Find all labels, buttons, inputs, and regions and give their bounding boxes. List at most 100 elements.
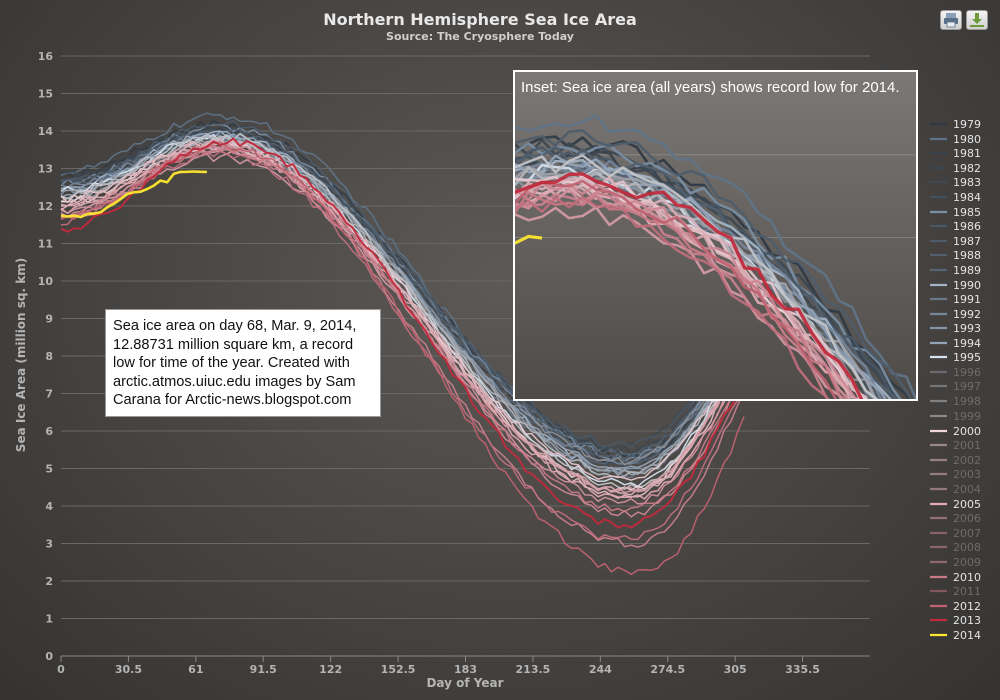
download-icon	[970, 13, 984, 27]
annotation-line: 12.88731 million square km, a record	[113, 336, 354, 353]
legend-label-1996: 1996	[953, 366, 981, 379]
chart-series	[60, 112, 745, 576]
series-line-2001	[60, 138, 745, 481]
legend-label-1986: 1986	[953, 220, 981, 233]
chart-title: Northern Hemisphere Sea Ice Area	[323, 10, 636, 29]
inset-chart	[515, 114, 916, 399]
legend-label-2014: 2014	[953, 629, 981, 642]
y-tick-label: 8	[45, 350, 53, 363]
legend-label-1988: 1988	[953, 249, 981, 262]
legend-label-2002: 2002	[953, 454, 981, 467]
legend-label-1983: 1983	[953, 176, 981, 189]
y-tick-label: 3	[45, 538, 53, 551]
y-tick-label: 0	[45, 650, 53, 663]
legend-label-1995: 1995	[953, 351, 981, 364]
series-line-2013	[60, 137, 745, 529]
inset-series-line-1982	[515, 138, 899, 399]
inset-series-line-2003	[515, 176, 863, 399]
legend-label-2005: 2005	[953, 498, 981, 511]
legend-label-2013: 2013	[953, 614, 981, 627]
inset-series-line-1999	[515, 154, 879, 399]
y-tick-label: 12	[38, 200, 53, 213]
y-tick-label: 9	[45, 313, 53, 326]
legend-label-2004: 2004	[953, 483, 981, 496]
series-line-1988	[60, 128, 745, 462]
legend-label-2010: 2010	[953, 571, 981, 584]
legend-label-1992: 1992	[953, 308, 981, 321]
printer-icon	[944, 13, 958, 28]
y-tick-label: 15	[38, 88, 53, 101]
y-tick-label: 11	[38, 238, 53, 251]
x-tick-label: 61	[188, 663, 203, 676]
inset-panel: Inset: Sea ice area (all years) shows re…	[513, 70, 918, 401]
legend-label-2007: 2007	[953, 527, 981, 540]
y-tick-label: 5	[45, 463, 53, 476]
x-tick-label: 305	[724, 663, 747, 676]
y-tick-label: 7	[45, 388, 53, 401]
x-tick-label: 183	[454, 663, 477, 676]
legend-label-1991: 1991	[953, 293, 981, 306]
series-line-1999	[60, 132, 745, 490]
y-tick-label: 13	[38, 163, 53, 176]
legend-label-1994: 1994	[953, 337, 981, 350]
x-tick-label: 30.5	[115, 663, 142, 676]
legend-label-1985: 1985	[953, 206, 981, 219]
legend-label-1998: 1998	[953, 395, 981, 408]
download-button[interactable]	[966, 10, 988, 30]
annotation-line: arctic.atmos.uiuc.edu images by Sam	[113, 373, 356, 390]
x-tick-label: 213.5	[516, 663, 551, 676]
y-tick-label: 1	[45, 613, 53, 626]
y-tick-label: 16	[38, 50, 54, 63]
legend-label-2011: 2011	[953, 585, 981, 598]
inset-series-line-2012	[515, 179, 838, 399]
inset-series-line-2011	[515, 195, 830, 399]
legend-label-1984: 1984	[953, 191, 981, 204]
legend-label-2009: 2009	[953, 556, 981, 569]
legend-label-2008: 2008	[953, 541, 981, 554]
legend-label-1997: 1997	[953, 380, 981, 393]
annotation-box: Sea ice area on day 68, Mar. 9, 2014, 12…	[105, 309, 381, 417]
legend-label-1982: 1982	[953, 162, 981, 175]
legend-label-1987: 1987	[953, 235, 981, 248]
inset-series-line-2013	[515, 172, 864, 399]
legend-label-1993: 1993	[953, 322, 981, 335]
series-line-1997	[60, 136, 745, 477]
inset-series-line-1987	[515, 129, 913, 399]
print-button[interactable]	[940, 10, 962, 30]
legend-label-2012: 2012	[953, 600, 981, 613]
annotation-line: low for time of the year. Created with	[113, 355, 350, 372]
legend-label-1990: 1990	[953, 279, 981, 292]
x-tick-labels: 0 30.5 61 91.5 122 152.5 183 213.5 244 274.5 305 33…	[57, 663, 820, 676]
inset-series-line-2007	[515, 191, 830, 399]
legend-label-1999: 1999	[953, 410, 981, 423]
legend-label-2006: 2006	[953, 512, 981, 525]
x-axis-label: Day of Year	[426, 676, 503, 690]
y-tick-label: 4	[45, 500, 53, 513]
series-line-2003	[60, 138, 745, 496]
inset-title: Inset: Sea ice area (all years) shows re…	[521, 79, 900, 96]
series-line-2011	[60, 150, 745, 541]
y-tick-label: 2	[45, 575, 53, 588]
x-tick-label: 122	[319, 663, 342, 676]
series-line-2014	[60, 170, 207, 219]
x-tick-label: 244	[589, 663, 612, 676]
x-tick-label: 152.5	[381, 663, 416, 676]
y-tick-label: 14	[38, 125, 54, 138]
y-axis-label: Sea Ice Area (million sq. km)	[14, 258, 28, 452]
inset-series-line-1980	[515, 114, 916, 399]
inset-series-line-1979	[515, 135, 911, 399]
legend-label-1989: 1989	[953, 264, 981, 277]
legend-label-2000: 2000	[953, 425, 981, 438]
inset-series-line-2010	[515, 191, 847, 399]
annotation-line: Sea ice area on day 68, Mar. 9, 2014,	[113, 318, 357, 334]
y-tick-label: 6	[45, 425, 53, 438]
chart-subtitle: Source: The Cryosphere Today	[386, 30, 574, 43]
legend-label-2003: 2003	[953, 468, 981, 481]
x-tick-label: 0	[57, 663, 65, 676]
legend-label-1979: 1979	[953, 118, 981, 131]
annotation-line: Carana for Arctic-news.blogspot.com	[113, 392, 352, 409]
